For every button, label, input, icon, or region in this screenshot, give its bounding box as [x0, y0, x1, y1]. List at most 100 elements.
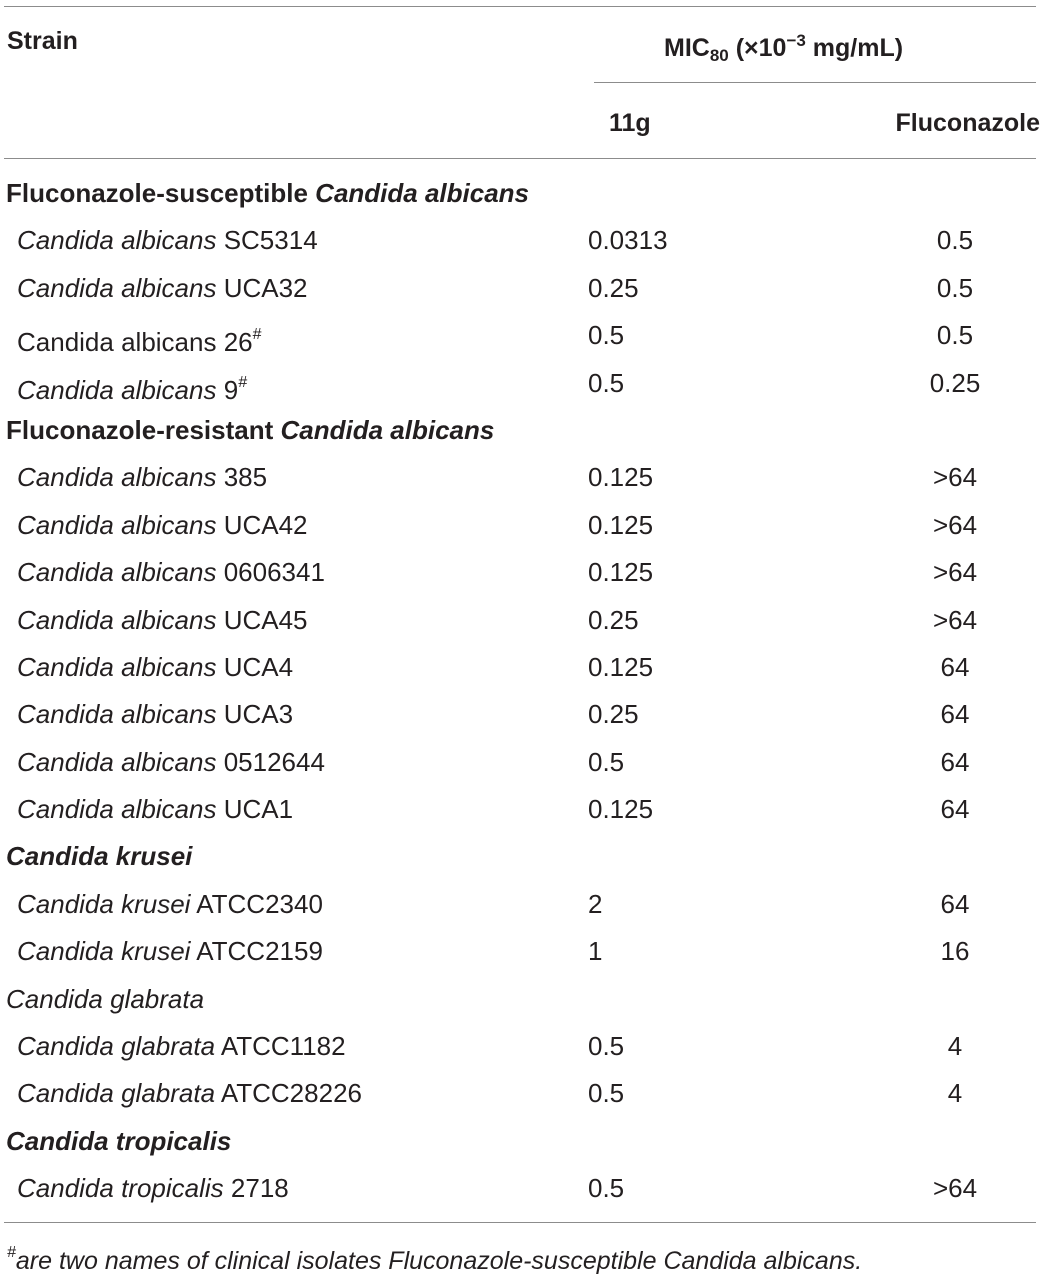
strain-id: ATCC1182	[215, 1031, 346, 1062]
group-header-row: Candida tropicalis	[0, 1118, 1046, 1165]
cell-11g: 0.5	[588, 746, 625, 777]
strain-name: Candida albicans 9#	[17, 368, 247, 405]
strain-id: 2718	[223, 1173, 289, 1204]
group-header-row: Candida glabrata	[0, 976, 1046, 1023]
table-row: Candida albicans UCA32 0.25 0.5	[0, 265, 1046, 312]
cell-11g: 0.5	[588, 367, 625, 398]
cell-11g: 0.5	[588, 1078, 625, 1109]
table-row: Candida albicans 9# 0.5 0.25	[0, 360, 1046, 407]
table-row: Candida glabrata ATCC28226 0.5 4	[0, 1070, 1046, 1117]
cell-fluconazole: 64	[940, 699, 970, 730]
cell-fluconazole: >64	[932, 1173, 978, 1204]
cell-fluconazole: >64	[932, 462, 978, 493]
strain-name: Candida albicans UCA3	[17, 699, 293, 729]
strain-name: Candida albicans 0606341	[17, 557, 325, 587]
strain-id: 26	[216, 327, 253, 358]
strain-id: ATCC2159	[190, 936, 323, 967]
group-label-italic: Candida krusei	[6, 841, 193, 872]
strain-id: ATCC2340	[190, 888, 323, 919]
group-header-row: Fluconazole-susceptible Candida albicans	[0, 170, 1046, 217]
cell-11g: 0.25	[588, 272, 639, 303]
table-row: Candida albicans 385 0.125 >64	[0, 454, 1046, 501]
strain-id: ATCC28226	[215, 1078, 362, 1109]
mic-subscript: 80	[709, 46, 729, 65]
strain-name: Candida krusei ATCC2340	[17, 889, 323, 919]
strain-id: UCA3	[216, 699, 294, 730]
strain-id: UCA4	[216, 651, 294, 682]
cell-fluconazole: >64	[932, 509, 978, 540]
strain-name: Candida krusei ATCC2159	[17, 936, 323, 966]
group-header-row: Fluconazole-resistant Candida albicans	[0, 407, 1046, 454]
strain-name: Candida albicans UCA4	[17, 652, 293, 682]
strain-id: UCA45	[216, 604, 308, 635]
cell-11g: 0.125	[588, 651, 654, 682]
table-row: Candida glabrata ATCC1182 0.5 4	[0, 1023, 1046, 1070]
cell-fluconazole: >64	[932, 604, 978, 635]
cell-11g: 2	[588, 888, 603, 919]
strain-genus: Candida albicans	[17, 746, 217, 777]
strain-name: Candida albicans UCA32	[17, 273, 308, 303]
cell-11g: 0.25	[588, 699, 639, 730]
table-row: Candida albicans UCA4 0.125 64	[0, 644, 1046, 691]
group-label-plain: Fluconazole-susceptible	[6, 178, 316, 208]
strain-id: 0512644	[216, 746, 325, 777]
column-header-strain: Strain	[7, 27, 78, 55]
strain-genus: Candida albicans	[17, 374, 217, 405]
strain-genus: Candida krusei	[17, 936, 191, 967]
table-row: Candida albicans 26# 0.5 0.5	[0, 312, 1046, 359]
strain-genus: Candida albicans	[17, 462, 217, 493]
group-label: Fluconazole-susceptible Candida albicans	[6, 178, 529, 208]
cell-11g: 0.125	[588, 794, 654, 825]
strain-id: 9	[216, 374, 239, 405]
footnote-mark-ref: #	[238, 373, 248, 391]
strain-genus: Candida albicans	[17, 509, 217, 540]
group-label-italic: Candida tropicalis	[6, 1125, 232, 1156]
strain-genus: Candida albicans	[17, 651, 217, 682]
strain-genus: Candida albicans	[17, 327, 217, 358]
cell-fluconazole: 64	[940, 746, 970, 777]
strain-name: Candida glabrata ATCC28226	[17, 1078, 362, 1108]
cell-11g: 1	[588, 936, 603, 967]
strain-name: Candida albicans SC5314	[17, 225, 318, 255]
column-header-fluconazole: Fluconazole	[895, 109, 1040, 137]
strain-genus: Candida albicans	[17, 225, 217, 256]
strain-name: Candida albicans UCA45	[17, 605, 308, 635]
cell-fluconazole: 64	[940, 888, 970, 919]
strain-genus: Candida tropicalis	[17, 1173, 224, 1204]
cell-fluconazole: 0.25	[929, 367, 981, 398]
cell-fluconazole: 4	[947, 1031, 963, 1062]
footnote-mark: #	[7, 1244, 16, 1261]
cell-fluconazole: >64	[932, 557, 978, 588]
strain-id: UCA42	[216, 509, 308, 540]
strain-name: Candida albicans 0512644	[17, 747, 325, 777]
mic-spanner-rule	[594, 82, 1036, 83]
mic-mid: (×10	[728, 34, 787, 62]
strain-genus: Candida glabrata	[17, 1031, 216, 1062]
cell-fluconazole: 0.5	[936, 225, 974, 256]
table-footnote: #are two names of clinical isolates Fluc…	[7, 1238, 862, 1276]
table-row: Candida albicans UCA45 0.25 >64	[0, 597, 1046, 644]
footnote-text: are two names of clinical isolates Fluco…	[15, 1247, 863, 1275]
header-bottom-rule	[4, 158, 1036, 159]
group-header-row: Candida krusei	[0, 833, 1046, 880]
strain-genus: Candida albicans	[17, 604, 217, 635]
strain-genus: Candida glabrata	[17, 1078, 216, 1109]
group-label-plain: Fluconazole-resistant	[6, 414, 281, 445]
table-row: Candida albicans UCA3 0.25 64	[0, 691, 1046, 738]
cell-fluconazole: 64	[940, 651, 970, 682]
table-body: Fluconazole-susceptible Candida albicans…	[0, 170, 1046, 1213]
cell-11g: 0.0313	[588, 225, 668, 256]
group-label-italic: Candida glabrata	[6, 983, 205, 1014]
strain-id: UCA32	[216, 272, 308, 303]
mic-prefix: MIC	[664, 34, 710, 62]
strain-genus: Candida krusei	[17, 888, 191, 919]
cell-11g: 0.125	[588, 557, 654, 588]
strain-name: Candida glabrata ATCC1182	[17, 1031, 346, 1061]
group-label-italic: Candida albicans	[280, 414, 495, 445]
strain-id: UCA1	[216, 794, 294, 825]
strain-id: 0606341	[216, 557, 325, 588]
table-row: Candida albicans 0512644 0.5 64	[0, 739, 1046, 786]
strain-genus: Candida albicans	[17, 272, 217, 303]
strain-name: Candida albicans 385	[17, 462, 267, 492]
cell-11g: 0.125	[588, 462, 654, 493]
